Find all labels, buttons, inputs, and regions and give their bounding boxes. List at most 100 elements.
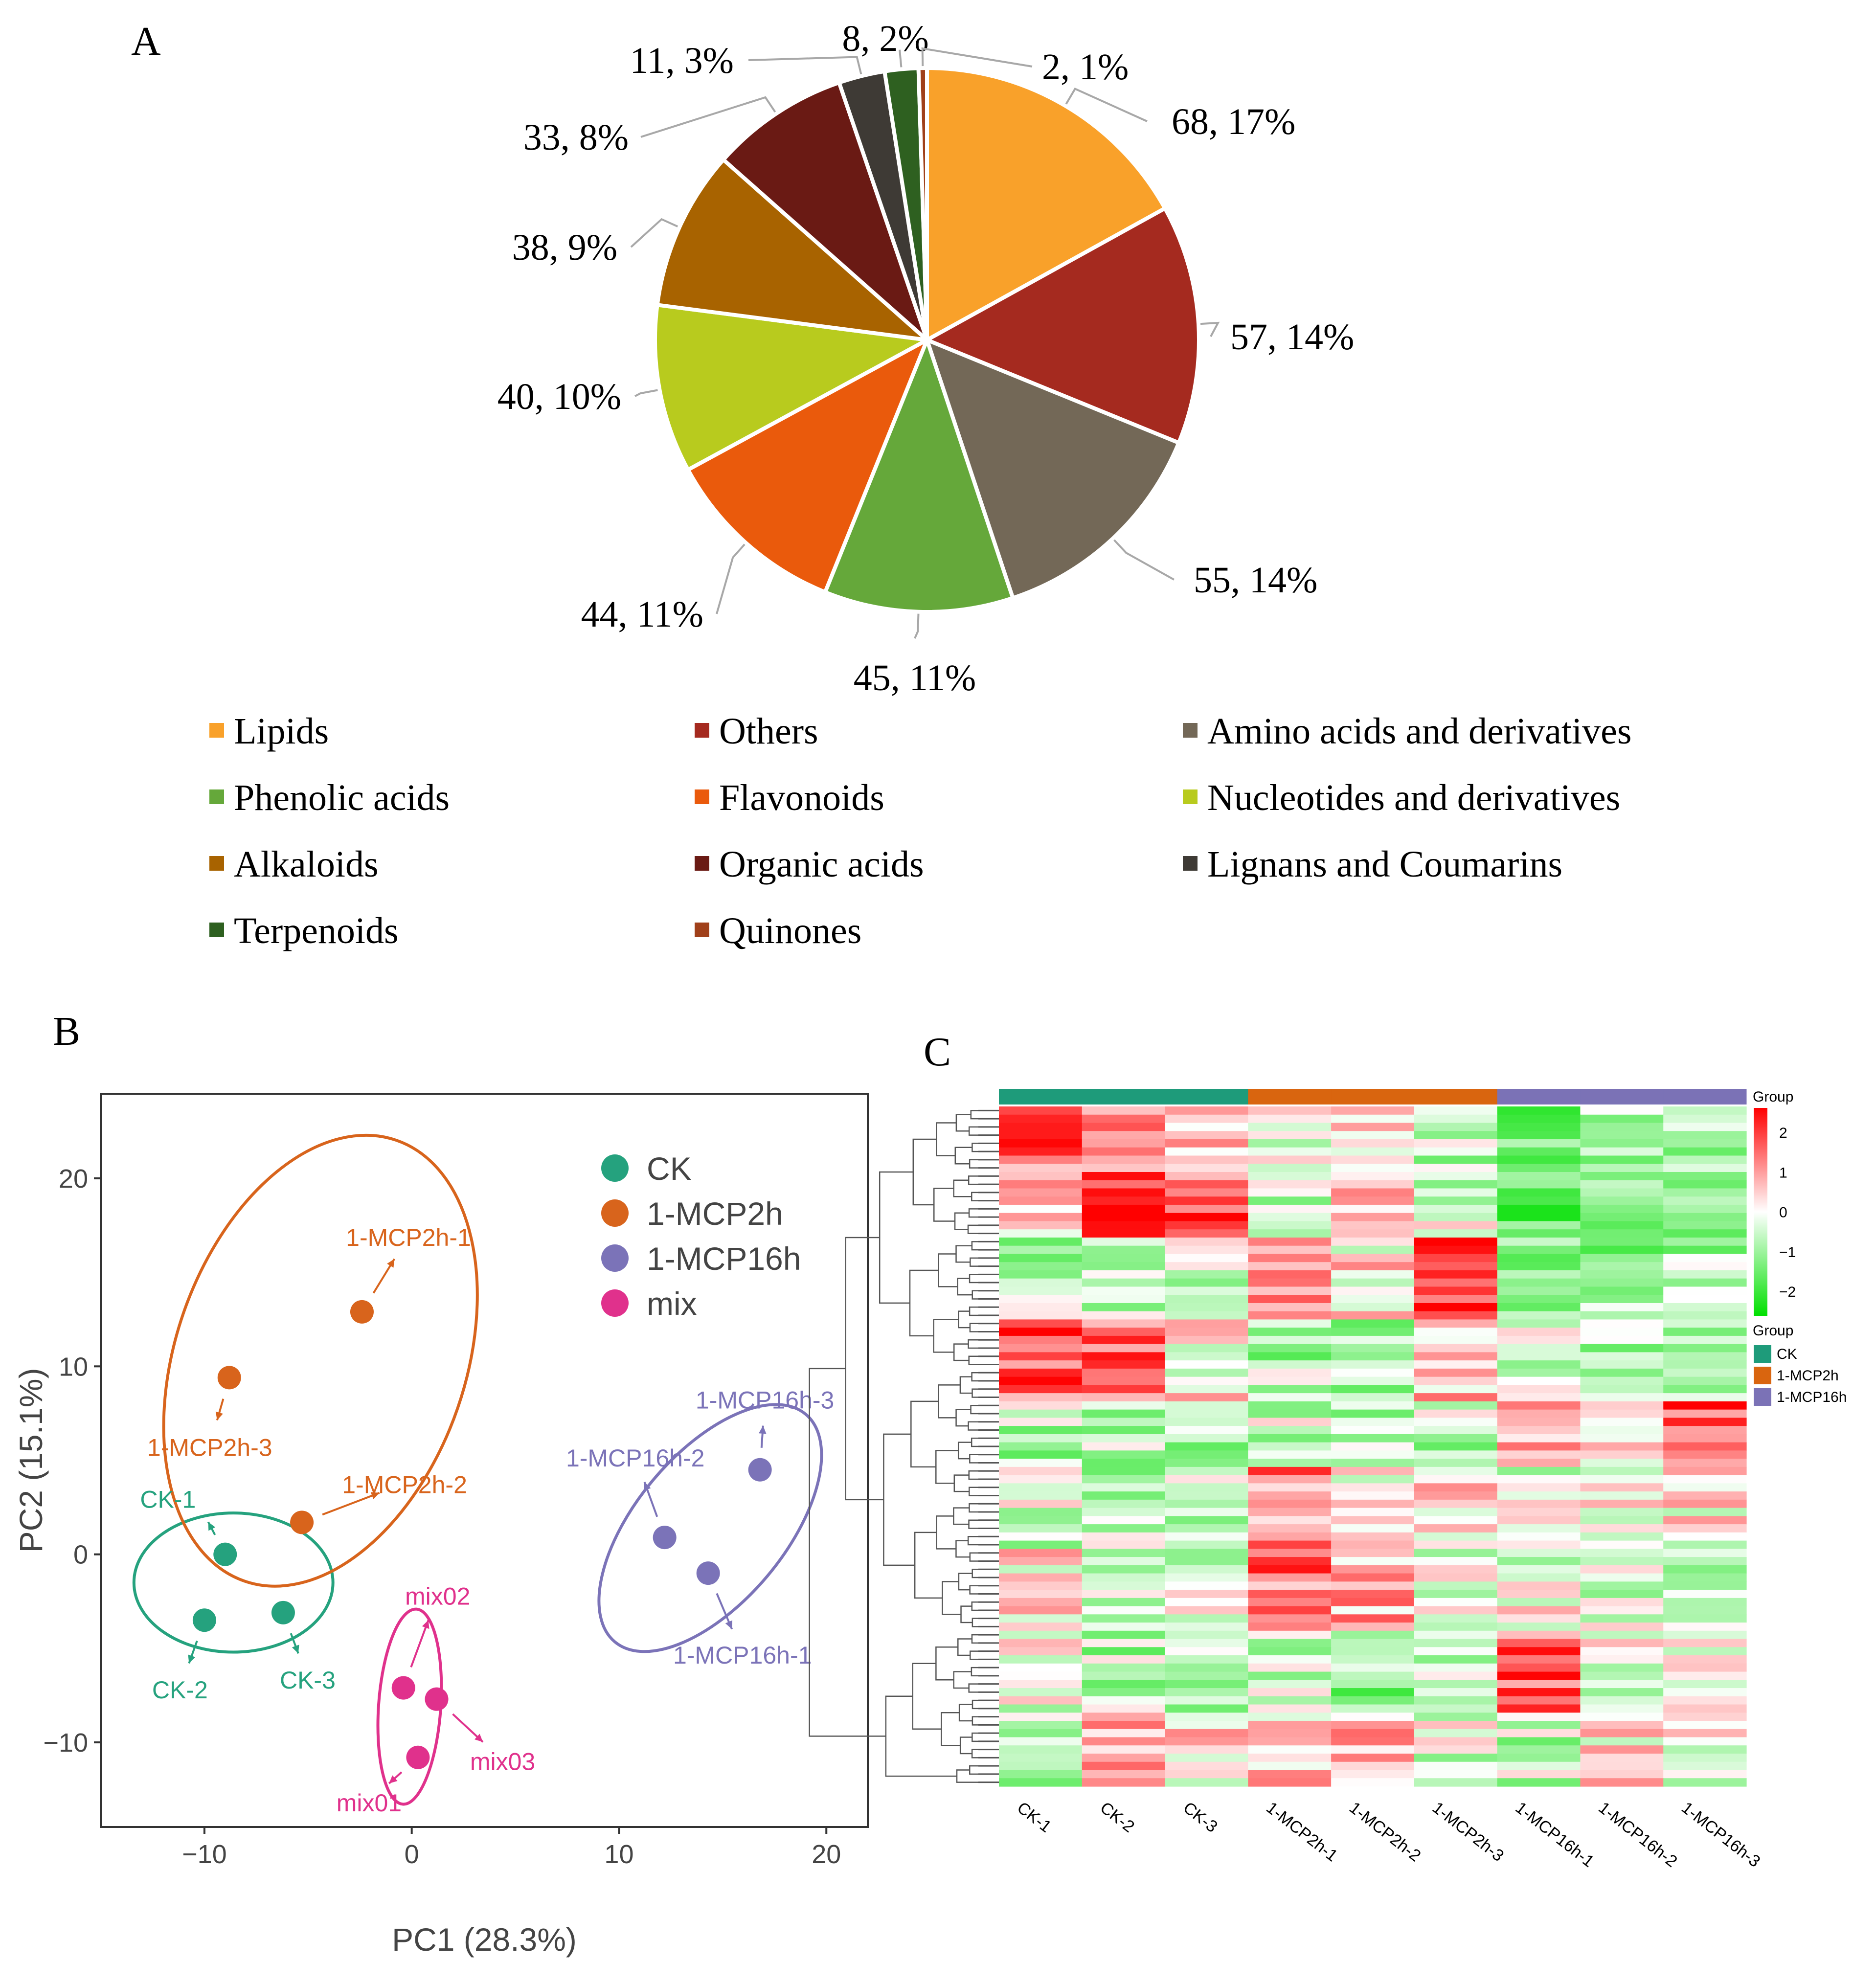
heatmap-cell bbox=[1082, 1172, 1166, 1181]
heatmap-cell bbox=[1497, 1466, 1581, 1476]
heatmap-cell bbox=[1082, 1590, 1166, 1599]
heatmap-cell bbox=[1165, 1196, 1248, 1205]
heatmap-cell bbox=[1414, 1286, 1498, 1295]
heatmap-cell bbox=[1663, 1106, 1747, 1115]
heatmap-cell bbox=[1580, 1483, 1664, 1492]
label-pointer-arrowhead bbox=[725, 1620, 733, 1629]
heatmap-cell bbox=[1497, 1286, 1581, 1295]
heatmap-cell bbox=[1580, 1270, 1664, 1279]
heatmap-cell bbox=[999, 1196, 1083, 1205]
dendrogram-branch bbox=[933, 1319, 959, 1353]
heatmap-cell bbox=[999, 1426, 1083, 1435]
heatmap-cell bbox=[1331, 1581, 1415, 1590]
dendrogram-branch bbox=[971, 1192, 978, 1201]
heatmap-cell bbox=[1248, 1344, 1332, 1353]
heatmap-cell bbox=[1663, 1581, 1747, 1590]
data-point bbox=[290, 1510, 314, 1534]
heatmap-cell bbox=[999, 1647, 1083, 1656]
heatmap-cell bbox=[1580, 1221, 1664, 1230]
heatmap-cell bbox=[1663, 1196, 1747, 1205]
heatmap-cell bbox=[1331, 1245, 1415, 1255]
heatmap-cell bbox=[999, 1590, 1083, 1599]
heatmap-cell bbox=[999, 1688, 1083, 1697]
heatmap-cell bbox=[1414, 1459, 1498, 1467]
heatmap-cell bbox=[1248, 1754, 1332, 1762]
heatmap-cell bbox=[1248, 1614, 1332, 1623]
heatmap-cell bbox=[999, 1401, 1083, 1410]
heatmap-cell bbox=[1414, 1237, 1498, 1246]
heatmap-cell bbox=[1580, 1344, 1664, 1353]
heatmap-cell bbox=[1248, 1704, 1332, 1713]
heatmap-cell bbox=[1580, 1319, 1664, 1328]
heatmap-cell bbox=[1580, 1459, 1664, 1467]
heatmap-cell bbox=[1165, 1745, 1248, 1754]
heatmap-cell bbox=[1663, 1286, 1747, 1295]
heatmap-cell bbox=[1165, 1704, 1248, 1713]
heatmap-cell bbox=[1414, 1376, 1498, 1385]
heatmap-cell bbox=[1663, 1778, 1747, 1787]
heatmap-cell bbox=[1414, 1360, 1498, 1369]
heatmap-cell bbox=[1248, 1778, 1332, 1787]
heatmap-cell bbox=[1165, 1409, 1248, 1418]
heatmap-cell bbox=[1082, 1262, 1166, 1271]
dendrogram-branch bbox=[969, 1454, 978, 1464]
heatmap-cell bbox=[1082, 1466, 1166, 1476]
legend-swatch bbox=[209, 856, 224, 871]
dendrogram-branch bbox=[968, 1470, 978, 1480]
heatmap-cell bbox=[1580, 1139, 1664, 1148]
heatmap-cell bbox=[999, 1778, 1083, 1787]
heatmap-cell bbox=[1082, 1147, 1166, 1156]
heatmap-cell bbox=[999, 1459, 1083, 1467]
heatmap-cell bbox=[1248, 1385, 1332, 1394]
legend-entry: Alkaloids bbox=[234, 844, 379, 885]
color-scale-tick-label: 1 bbox=[1779, 1165, 1787, 1181]
heatmap-cell bbox=[1331, 1418, 1415, 1426]
heatmap-cell bbox=[1248, 1598, 1332, 1607]
heatmap-cell bbox=[1331, 1745, 1415, 1754]
heatmap-cell bbox=[1497, 1295, 1581, 1304]
heatmap-cell bbox=[1580, 1778, 1664, 1787]
legend-swatch bbox=[1183, 789, 1198, 804]
column-label: 1-MCP2h-3 bbox=[1429, 1798, 1507, 1865]
heatmap-cell bbox=[1248, 1499, 1332, 1509]
pie-data-label: 44, 11% bbox=[581, 594, 704, 635]
heatmap-cell bbox=[1414, 1475, 1498, 1484]
heatmap-cell bbox=[999, 1639, 1083, 1647]
heatmap-cell bbox=[1082, 1164, 1166, 1172]
group-annotation-cell bbox=[1663, 1089, 1747, 1104]
heatmap-cell bbox=[1165, 1655, 1248, 1664]
heatmap-cell bbox=[1082, 1418, 1166, 1426]
heatmap-cell bbox=[1663, 1188, 1747, 1197]
heatmap-cell bbox=[1165, 1614, 1248, 1623]
heatmap-cell bbox=[1497, 1172, 1581, 1181]
dendrogram-branch bbox=[971, 1241, 978, 1251]
heatmap-cell bbox=[1414, 1213, 1498, 1222]
heatmap-cell bbox=[1082, 1237, 1166, 1246]
heatmap-cell bbox=[1414, 1466, 1498, 1476]
heatmap-cell bbox=[1414, 1491, 1498, 1500]
heatmap-cell bbox=[1663, 1704, 1747, 1713]
heatmap-cell bbox=[1414, 1483, 1498, 1492]
heatmap-cell bbox=[999, 1319, 1083, 1328]
heatmap-cell bbox=[1082, 1204, 1166, 1214]
heatmap-cell bbox=[1580, 1647, 1664, 1656]
legend-swatch bbox=[209, 789, 224, 804]
heatmap-cell bbox=[1663, 1270, 1747, 1279]
heatmap-cell bbox=[1414, 1713, 1498, 1721]
dendrogram-branch bbox=[972, 1290, 978, 1300]
label-pointer-arrowhead bbox=[389, 1775, 398, 1783]
heatmap-cell bbox=[1497, 1360, 1581, 1369]
heatmap-cell bbox=[1497, 1180, 1581, 1189]
pie-leader-line bbox=[921, 47, 1033, 68]
heatmap-cell bbox=[1497, 1262, 1581, 1271]
heatmap-cell bbox=[1497, 1139, 1581, 1148]
heatmap-cell bbox=[1082, 1655, 1166, 1664]
heatmap-cell bbox=[1082, 1475, 1166, 1484]
heatmap-cell bbox=[1663, 1508, 1747, 1516]
label-pointer-line bbox=[322, 1492, 380, 1516]
point-label: mix01 bbox=[337, 1789, 402, 1817]
heatmap-cell bbox=[1414, 1598, 1498, 1607]
dendrogram-branch bbox=[970, 1405, 978, 1415]
pie-slice bbox=[916, 66, 929, 342]
heatmap-cell bbox=[1248, 1655, 1332, 1664]
